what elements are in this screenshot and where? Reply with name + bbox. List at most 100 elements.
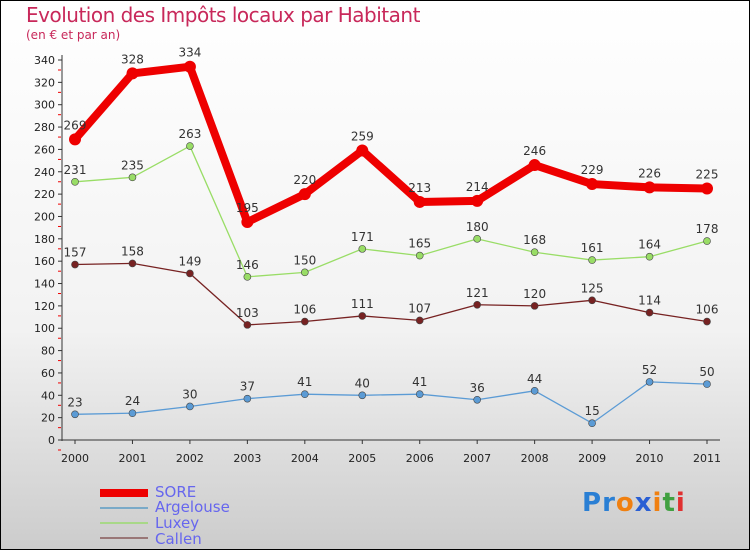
- y-tick-label: 240: [34, 166, 55, 179]
- data-point: [471, 194, 484, 207]
- data-point: [241, 216, 254, 229]
- data-label: 103: [236, 306, 259, 320]
- data-point: [186, 402, 194, 411]
- data-label: 259: [351, 130, 374, 144]
- data-point: [301, 317, 309, 326]
- data-point: [126, 67, 139, 80]
- data-label: 246: [523, 144, 546, 158]
- series-line-sore: [71, 62, 708, 227]
- x-tick-label: 2006: [406, 452, 434, 465]
- y-tick-label: 60: [41, 367, 55, 380]
- data-label: 111: [351, 297, 374, 311]
- y-tick-label: 260: [34, 143, 55, 156]
- data-label: 269: [64, 118, 87, 132]
- series-line-luxey: [74, 145, 708, 278]
- data-point: [358, 245, 367, 253]
- data-point: [473, 235, 481, 243]
- legend-label-argelouse: Argelouse: [155, 498, 230, 516]
- y-tick-label: 160: [34, 255, 55, 268]
- x-tick-label: 2004: [291, 452, 319, 465]
- data-label: 180: [466, 220, 489, 234]
- x-tick-label: 2005: [348, 452, 376, 465]
- y-tick-label: 20: [41, 412, 55, 425]
- data-point: [645, 308, 654, 317]
- y-tick-label: 100: [34, 322, 55, 335]
- data-point: [71, 410, 79, 419]
- data-label: 36: [470, 381, 485, 395]
- data-label: 44: [527, 372, 542, 386]
- x-tick-label: 2007: [463, 452, 491, 465]
- y-tick-label: 220: [34, 188, 55, 201]
- legend-swatch-argelouse: [100, 507, 148, 509]
- data-point: [358, 391, 367, 400]
- legend-swatch-luxey: [100, 522, 148, 524]
- data-label: 157: [64, 246, 87, 260]
- data-point: [588, 296, 596, 305]
- data-label: 150: [293, 253, 316, 267]
- data-point: [415, 316, 424, 325]
- x-tick-label: 2010: [636, 452, 664, 465]
- data-label: 165: [408, 237, 431, 251]
- data-label: 229: [581, 163, 604, 177]
- data-point: [358, 312, 367, 320]
- proxiti-logo: Proxiti: [582, 488, 686, 518]
- data-label: 120: [523, 287, 546, 301]
- data-label: 220: [293, 173, 316, 187]
- y-tick-label: 0: [48, 434, 55, 447]
- data-point: [413, 195, 426, 208]
- data-label: 50: [699, 365, 714, 379]
- data-label: 231: [64, 163, 87, 177]
- data-label: 52: [642, 363, 657, 377]
- data-label: 158: [121, 244, 144, 258]
- data-point: [69, 133, 81, 146]
- data-label: 146: [236, 258, 259, 272]
- data-label: 121: [466, 286, 489, 300]
- y-tick-label: 180: [34, 233, 55, 246]
- data-point: [588, 256, 596, 264]
- data-label: 263: [178, 127, 201, 141]
- x-tick-label: 2003: [233, 452, 261, 465]
- data-label: 40: [355, 376, 370, 390]
- data-point: [530, 248, 539, 257]
- data-point: [243, 394, 252, 403]
- y-tick-label: 80: [41, 345, 55, 358]
- x-tick-label: 2001: [118, 452, 146, 465]
- data-label: 30: [182, 387, 197, 401]
- chart-title: Evolution des Impôts locaux par Habitant: [26, 3, 420, 27]
- data-point: [703, 237, 711, 245]
- data-label: 106: [696, 303, 719, 317]
- data-point: [243, 273, 252, 281]
- x-tick-label: 2008: [521, 452, 549, 465]
- data-label: 15: [584, 404, 599, 418]
- data-label: 226: [638, 166, 661, 180]
- data-point: [186, 142, 194, 150]
- data-label: 328: [121, 52, 144, 66]
- series-line-callen: [74, 262, 708, 326]
- data-point: [415, 251, 424, 260]
- x-tick-label: 2002: [176, 452, 204, 465]
- data-label: 23: [67, 395, 82, 409]
- data-point: [473, 395, 481, 404]
- data-point: [356, 144, 369, 157]
- data-point: [128, 259, 137, 268]
- legend-label-sore: SORE: [155, 483, 197, 501]
- y-tick-label: 300: [34, 99, 55, 112]
- data-point: [128, 173, 137, 182]
- data-label: 178: [696, 222, 719, 236]
- data-label: 37: [240, 380, 255, 394]
- data-point: [301, 268, 309, 277]
- data-label: 24: [125, 394, 140, 408]
- data-label: 41: [297, 375, 312, 389]
- data-label: 114: [638, 294, 661, 308]
- data-point: [243, 321, 252, 329]
- legend-label-callen: Callen: [155, 530, 202, 548]
- data-label: 41: [412, 375, 427, 389]
- data-point: [530, 302, 539, 310]
- data-point: [301, 390, 309, 398]
- data-label: 168: [523, 233, 546, 247]
- legend-label-luxey: Luxey: [155, 514, 200, 532]
- data-label: 149: [178, 254, 201, 268]
- y-tick-label: 280: [34, 121, 55, 134]
- data-point: [128, 409, 137, 417]
